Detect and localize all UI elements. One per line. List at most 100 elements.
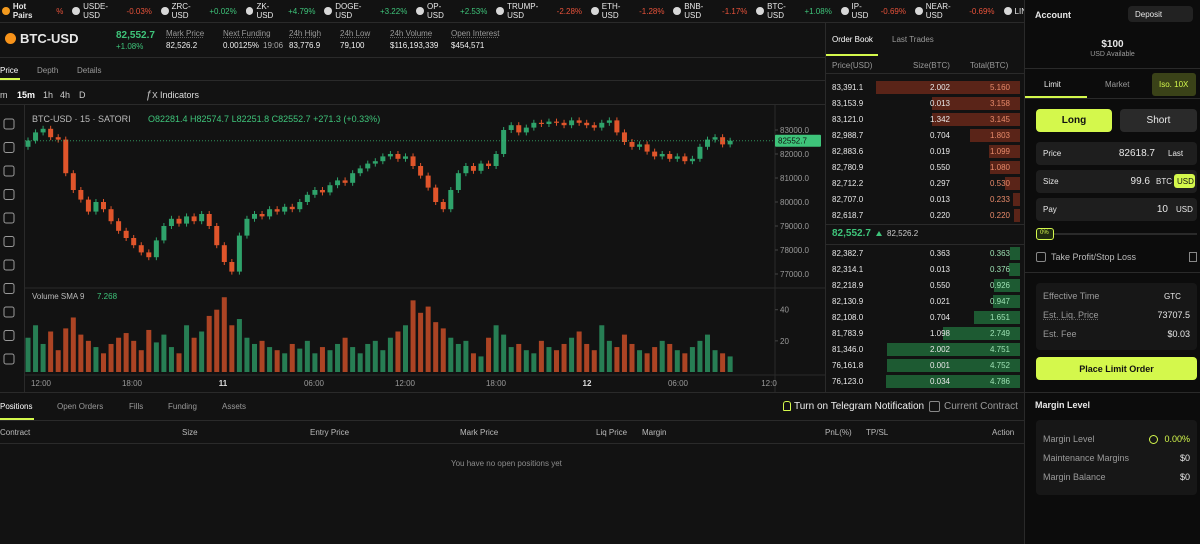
orderbook-row[interactable]: 83,153.9 0.013 3.158 (826, 96, 1022, 111)
orderbook-tab[interactable]: Last Trades (892, 35, 934, 44)
hot-pairs-label: Hot Pairs (12, 2, 33, 20)
price: 82,707.0 (832, 195, 864, 204)
column-header: Action (992, 428, 1015, 437)
telegram-toggle[interactable]: Turn on Telegram Notification (794, 401, 925, 412)
ticker-item[interactable]: TRUMP-USD -2.28% (496, 2, 582, 20)
size-input[interactable] (1036, 170, 1197, 193)
positions-tab[interactable]: Open Orders (57, 402, 104, 411)
ticker-item[interactable]: BNB-USD -1.17% (673, 2, 747, 20)
candle-body (176, 218, 182, 224)
leverage-button[interactable] (1152, 73, 1196, 96)
orderbook-row[interactable]: 82,707.0 0.013 0.233 (826, 192, 1022, 207)
short-button[interactable]: Short (1120, 109, 1197, 132)
volume-bar (667, 343, 673, 372)
chart-tab[interactable]: Details (77, 66, 102, 75)
orderbook-row[interactable]: 82,382.7 0.363 0.363 (826, 246, 1022, 261)
price: 82,780.9 (832, 163, 864, 172)
orderbook-row[interactable]: 82,618.7 0.220 0.220 (826, 208, 1022, 223)
long-button[interactable]: Long (1036, 109, 1112, 132)
orderbook-row[interactable]: 82,712.2 0.297 0.530 (826, 176, 1022, 191)
volume-bar (463, 340, 469, 372)
ticker-item[interactable]: USDE-USD -0.03% (72, 2, 152, 20)
interval[interactable]: m (0, 90, 8, 100)
orderbook-row[interactable]: 81,346.0 2.002 4.751 (826, 342, 1022, 357)
orderbook-row[interactable]: 83,391.1 2.002 5.160 (826, 80, 1022, 95)
orderbook-row[interactable]: 82,218.9 0.550 0.926 (826, 278, 1022, 293)
orderbook-row[interactable]: 82,988.7 0.704 1.803 (826, 128, 1022, 143)
ticker-item[interactable]: ZRC-USD +0.02% (160, 2, 237, 20)
ticker-item[interactable]: BTC-USD +1.08% (756, 2, 832, 20)
volume-sma: 7.268 (97, 292, 118, 301)
volume-bar (584, 343, 590, 372)
tpsl-checkbox[interactable] (1036, 252, 1046, 262)
orderbook-row[interactable]: 82,130.9 0.021 0.947 (826, 294, 1022, 309)
chart-tab[interactable]: Depth (37, 66, 59, 75)
ticker-change: -1.17% (722, 6, 748, 16)
candle-body (463, 166, 469, 174)
checkbox[interactable] (929, 401, 940, 412)
price: 83,153.9 (832, 99, 864, 108)
orderbook-header: Size(BTC) (913, 61, 950, 70)
stat-extra: 19:06 (263, 41, 284, 50)
volume-bar (501, 334, 507, 372)
candle-body (312, 190, 318, 195)
depth-bar (989, 161, 1020, 174)
effective-time-value[interactable]: GTC (1164, 292, 1181, 301)
indicators[interactable]: Indicators (160, 90, 200, 100)
ticker-item[interactable]: ZK-USD +4.79% (245, 2, 315, 20)
interval[interactable]: 15m (17, 90, 36, 100)
column-header: PnL(%) (825, 428, 852, 437)
ticker-item[interactable]: NEAR-USD -0.69% (915, 2, 995, 20)
orderbook-row[interactable]: 82,314.1 0.013 0.376 (826, 262, 1022, 277)
divider (0, 57, 825, 58)
interval[interactable]: D (79, 90, 86, 100)
ticker-item[interactable]: IP-USD -0.69% (840, 2, 906, 20)
price: 81,346.0 (832, 345, 864, 354)
price-unit[interactable]: Last (1168, 149, 1184, 158)
orderbook-row[interactable]: 82,883.6 0.019 1.099 (826, 144, 1022, 159)
pay-input[interactable] (1036, 198, 1197, 221)
orderbook-row[interactable]: 81,783.9 1.098 2.749 (826, 326, 1022, 341)
candle-body (199, 214, 205, 222)
volume-bar (259, 340, 265, 372)
chart-tab[interactable]: Price (0, 66, 19, 75)
current-contract[interactable]: Current Contract (944, 401, 1018, 412)
orderbook-row[interactable]: 82,108.0 0.704 1.651 (826, 310, 1022, 325)
positions-tab[interactable]: Fills (129, 402, 144, 411)
orderbook-row[interactable]: 83,121.0 1.342 3.145 (826, 112, 1022, 127)
price-label: Price (1043, 149, 1062, 158)
volume-bar (229, 325, 235, 372)
ticker-item[interactable]: OP-USD +2.53% (416, 2, 487, 20)
orderbook-row[interactable]: 82,780.9 0.550 1.080 (826, 160, 1022, 175)
trash-icon[interactable] (1189, 252, 1197, 262)
interval[interactable]: 4h (60, 90, 71, 100)
positions-tab[interactable]: Funding (168, 402, 197, 411)
y-tick-label: 80000.0 (780, 198, 809, 207)
deposit-button[interactable] (1128, 6, 1193, 22)
ticker-item[interactable]: ETH-USD -1.28% (591, 2, 664, 20)
submit-button[interactable]: Place Limit Order (1036, 357, 1197, 380)
price-input[interactable] (1036, 142, 1197, 165)
orderbook-tab[interactable]: Order Book (832, 35, 873, 44)
symbol[interactable]: BTC-USD (20, 31, 79, 46)
ticker-item[interactable]: LIN (1003, 7, 1027, 16)
size-unit-btc[interactable]: BTC (1156, 177, 1172, 186)
candle-body (85, 199, 91, 212)
hot-pairs[interactable]: Hot Pairs (2, 2, 47, 20)
orderbook-row[interactable]: 76,161.8 0.001 4.752 (826, 358, 1022, 373)
candle-body (682, 156, 688, 162)
tab-market[interactable]: Market (1105, 80, 1130, 89)
volume-bar (652, 347, 658, 372)
positions-tab[interactable]: Assets (222, 402, 247, 411)
orderbook-row[interactable]: 76,123.0 0.034 4.786 (826, 374, 1022, 389)
positions-tab[interactable]: Positions (0, 402, 33, 411)
tab-limit[interactable]: Limit (1044, 80, 1061, 89)
ticker-item[interactable]: DOGE-USD +3.22% (324, 2, 407, 20)
interval[interactable]: 1h (43, 90, 54, 100)
slider-track[interactable] (1036, 233, 1197, 235)
sort-percent[interactable]: % (56, 6, 64, 16)
size-unit-usd[interactable]: USD (1177, 177, 1194, 186)
margin-value: $0 (1179, 472, 1190, 482)
slider-handle[interactable] (1036, 228, 1054, 240)
volume-bar (621, 334, 627, 372)
